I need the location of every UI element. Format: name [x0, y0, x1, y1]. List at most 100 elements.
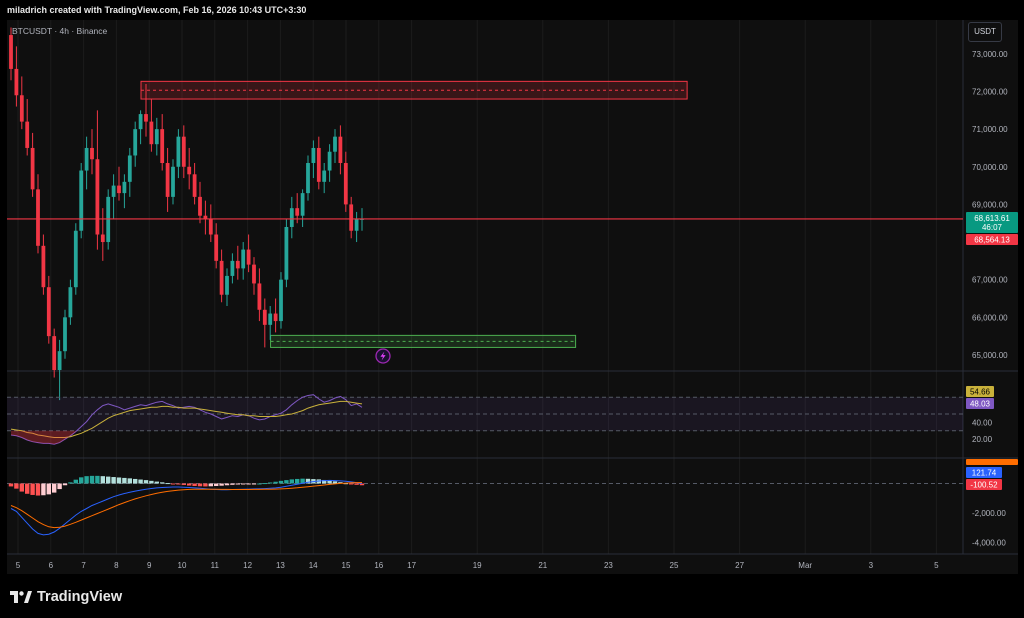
candle-body: [235, 260, 240, 269]
candle-body: [187, 166, 192, 175]
candle: [349, 196, 354, 239]
candle: [327, 144, 332, 182]
candle: [219, 249, 224, 303]
macd-histogram-bar: [289, 479, 294, 484]
macd-histogram-bar: [214, 483, 219, 486]
macd-histogram-bar: [349, 483, 354, 485]
macd-histogram-bar: [197, 483, 203, 487]
candle: [63, 309, 67, 359]
macd-histogram-bar: [8, 483, 14, 487]
time-tick-label: 7: [81, 561, 86, 570]
macd-histogram-bar: [160, 482, 165, 484]
footer-brand: TradingView: [10, 586, 122, 608]
candle-body: [327, 151, 332, 171]
axes: 73,000.00 72,000.00 71,000.00 70,000.00 69,0…: [16, 50, 1008, 570]
lightning-bolt-icon[interactable]: [375, 348, 391, 364]
macd-histogram-bar: [154, 481, 159, 484]
candle-body: [63, 317, 67, 352]
chart-area[interactable]: [7, 20, 1018, 574]
candle: [117, 166, 121, 201]
candle: [214, 223, 219, 269]
candle-body: [349, 204, 354, 231]
macd-histogram-bar: [332, 481, 338, 484]
price-tick-label: 70,000.00: [972, 163, 1008, 172]
macd-histogram-bar: [192, 483, 197, 486]
candle-body: [165, 163, 170, 197]
price-tick-label: 73,000.00: [972, 50, 1008, 59]
bar-countdown-label: 46:07: [982, 223, 1003, 232]
candle: [14, 46, 19, 107]
candle: [235, 245, 240, 280]
candle: [52, 328, 57, 378]
candle-body: [300, 193, 305, 216]
macd-histogram-bar: [295, 478, 300, 484]
macd-histogram-bar: [52, 483, 57, 493]
time-tick-label: 6: [49, 561, 54, 570]
time-tick-label: 16: [374, 561, 383, 570]
candle: [252, 257, 256, 295]
macd-histogram-bar: [46, 483, 51, 495]
rsi-value-label: 54.66: [970, 388, 991, 397]
candle-body: [322, 170, 327, 182]
candle-body: [68, 287, 73, 318]
macd-histogram-bar: [95, 475, 100, 484]
candle-body: [252, 264, 256, 284]
candle-body: [306, 163, 310, 194]
candle: [284, 219, 289, 288]
macd-histogram-bar: [73, 479, 78, 484]
macd-histogram-bar: [246, 483, 251, 485]
candle-body: [246, 249, 251, 265]
macd-histogram-bar: [235, 483, 240, 485]
candle: [90, 129, 94, 175]
macd-histogram-bar: [219, 483, 224, 486]
macd-histogram-bar: [230, 483, 235, 485]
candles: [9, 27, 364, 401]
candle-body: [84, 147, 89, 171]
candle-body: [52, 336, 57, 370]
macd-value-tag: [966, 479, 1002, 490]
macd-histogram-bar: [133, 478, 138, 484]
macd-histogram-bar: [62, 483, 68, 486]
macd-value-label: 121.74: [972, 469, 997, 478]
candle-body: [241, 249, 246, 269]
macd-histogram-bar: [187, 483, 192, 486]
time-tick-label: Mar: [798, 561, 812, 570]
candle: [273, 298, 278, 333]
candle: [68, 279, 73, 325]
candle-body: [149, 121, 154, 145]
macd-histogram-bar: [359, 483, 365, 486]
candle: [262, 298, 267, 348]
candle-body: [354, 219, 359, 231]
macd-histogram-bar: [208, 483, 213, 487]
macd-histogram-bar: [278, 480, 284, 484]
time-tick-label: 19: [473, 561, 482, 570]
candle-body: [30, 147, 35, 190]
secondary-price-tag: [966, 233, 1018, 245]
candle: [322, 163, 327, 194]
candle: [354, 211, 359, 243]
candle-body: [133, 129, 138, 156]
macd-histogram-bar: [181, 483, 186, 485]
candle: [241, 242, 246, 280]
candle: [203, 200, 208, 235]
macd-pane: [7, 475, 963, 536]
rsi-oversold-fill: [11, 430, 76, 445]
candle-body: [219, 260, 224, 295]
symbol-info[interactable]: BTCUSDT · 4h · Binance: [12, 26, 108, 36]
macd-histogram-bar: [284, 480, 289, 484]
rsi-value-label: 48.03: [970, 400, 991, 409]
macd-histogram-bar: [79, 477, 84, 484]
candle: [79, 163, 84, 239]
candle: [257, 268, 262, 322]
candle: [41, 234, 46, 295]
candle: [9, 27, 13, 81]
macd-tick-label: -4,000.00: [972, 538, 1006, 547]
macd-histogram-bar: [273, 481, 278, 484]
candle: [36, 174, 40, 254]
currency-selector[interactable]: USDT: [968, 22, 1002, 42]
candle-body: [284, 226, 289, 280]
candle: [100, 208, 105, 261]
candle-body: [316, 147, 321, 182]
rsi-pane: [7, 394, 963, 445]
